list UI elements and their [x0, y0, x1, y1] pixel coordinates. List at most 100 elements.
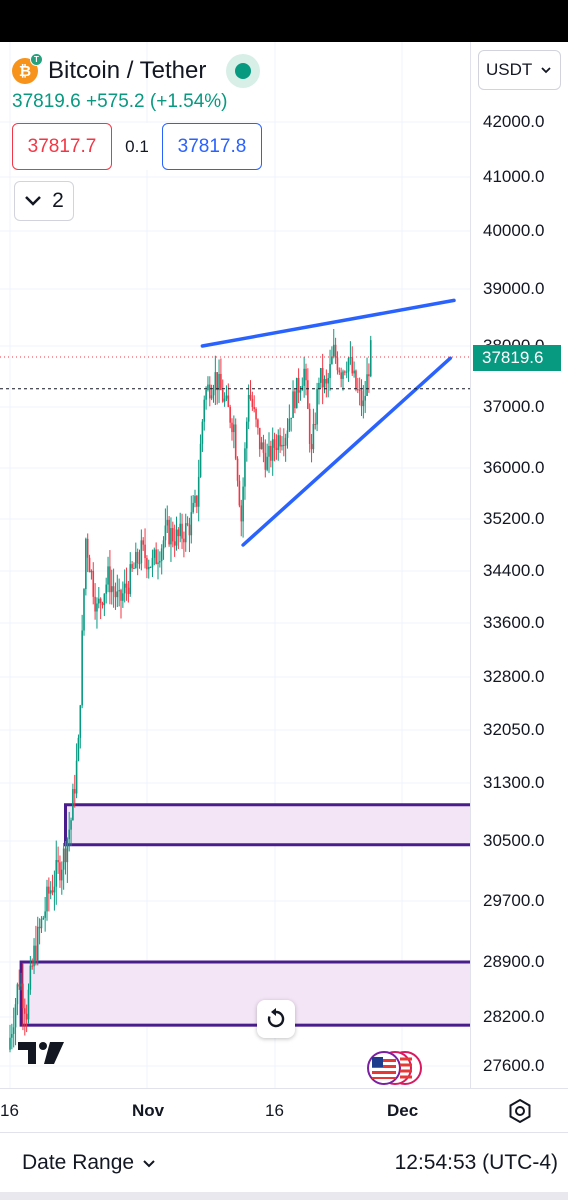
candle	[181, 523, 183, 539]
date-range-button[interactable]: Date Range	[22, 1151, 156, 1175]
price-tick-label: 30500.0	[483, 831, 545, 850]
candle	[366, 374, 368, 396]
price-tick-label: 31300.0	[483, 773, 545, 792]
candle	[103, 593, 106, 606]
candle	[127, 587, 130, 595]
candle	[295, 377, 298, 409]
candle	[101, 603, 104, 606]
candle	[209, 384, 211, 399]
candle	[236, 458, 239, 481]
candle	[20, 983, 22, 987]
candle	[49, 890, 52, 894]
candle	[146, 558, 148, 570]
candle	[288, 418, 291, 431]
candle	[107, 566, 109, 585]
flags-icon[interactable]	[363, 1050, 423, 1091]
candle	[133, 568, 135, 570]
candle	[207, 384, 209, 390]
candle	[42, 917, 45, 919]
reset-chart-button[interactable]	[257, 1000, 295, 1038]
candle	[12, 1027, 15, 1034]
candle	[251, 398, 254, 408]
candle	[31, 965, 33, 967]
price-tick-label: 42000.0	[483, 112, 545, 131]
candle	[205, 389, 207, 400]
status-bar	[0, 0, 568, 42]
chart-area[interactable]	[0, 42, 470, 1088]
candle	[247, 394, 250, 422]
candle	[225, 395, 228, 399]
candle	[197, 476, 200, 507]
candle	[233, 424, 235, 433]
candle	[120, 590, 122, 601]
sell-button[interactable]: 37817.7	[12, 123, 112, 170]
candle	[275, 447, 278, 451]
candle	[310, 443, 313, 450]
candle	[299, 390, 302, 393]
candle	[105, 584, 107, 594]
candle	[149, 566, 152, 568]
time-tick-label: 16	[265, 1101, 284, 1120]
candle	[303, 368, 305, 386]
price-tick-label: 35200.0	[483, 509, 545, 528]
candle	[318, 382, 320, 389]
candle	[116, 591, 119, 598]
time-axis[interactable]: 16 Nov 16 Dec	[0, 1088, 568, 1132]
price-axis[interactable]: 42000.041000.040000.039000.038000.037000…	[470, 42, 568, 1088]
candle	[14, 1004, 17, 1028]
candle	[244, 448, 246, 487]
candle	[147, 566, 150, 570]
candle	[325, 378, 328, 384]
settings-icon[interactable]	[507, 1098, 533, 1129]
candle	[345, 371, 348, 373]
candle	[368, 374, 370, 377]
candle	[16, 984, 19, 1005]
candle	[214, 372, 217, 391]
buy-button[interactable]: 37817.8	[162, 123, 262, 170]
candle	[270, 445, 272, 461]
candle	[153, 549, 156, 558]
candle	[221, 389, 224, 402]
candle	[118, 590, 120, 592]
candle	[257, 419, 259, 428]
candle	[218, 373, 220, 391]
candle	[297, 377, 300, 393]
candle	[301, 385, 304, 391]
price-tick-label: 32800.0	[483, 667, 545, 686]
bitcoin-icon: ₿ T	[12, 53, 43, 84]
currency-select[interactable]: USDT	[478, 50, 561, 90]
candle	[155, 549, 157, 564]
candle	[79, 705, 82, 738]
price-tick-label: 39000.0	[483, 279, 545, 298]
price-chart[interactable]	[0, 42, 470, 1088]
candle	[312, 423, 315, 450]
candle	[35, 945, 37, 961]
candle	[286, 430, 289, 438]
candle	[196, 495, 198, 507]
candle	[96, 603, 98, 612]
candle	[349, 357, 352, 359]
clock: 12:54:53 (UTC-4)	[394, 1151, 558, 1174]
candle	[194, 495, 196, 503]
candle	[27, 989, 30, 1020]
indicators-toggle-button[interactable]: 2	[14, 181, 74, 221]
candle	[125, 583, 128, 588]
time-tick-label: 16	[0, 1101, 19, 1120]
candle	[277, 435, 280, 451]
tradingview-logo[interactable]	[18, 1040, 68, 1071]
support-zone	[19, 960, 470, 1027]
candle	[307, 380, 309, 409]
candle	[234, 424, 237, 459]
date-range-label: Date Range	[22, 1151, 135, 1174]
candle	[351, 357, 354, 374]
candle	[336, 357, 339, 371]
candle	[157, 562, 159, 564]
price-change: 37819.6 +575.2 (+1.54%)	[12, 91, 228, 113]
candle	[122, 593, 124, 601]
candle	[135, 551, 137, 569]
candle	[253, 407, 255, 409]
candle	[355, 370, 357, 390]
symbol-legend[interactable]: ₿ T Bitcoin / Tether	[12, 53, 261, 88]
candle	[144, 544, 146, 559]
chevron-down-icon	[25, 196, 42, 206]
